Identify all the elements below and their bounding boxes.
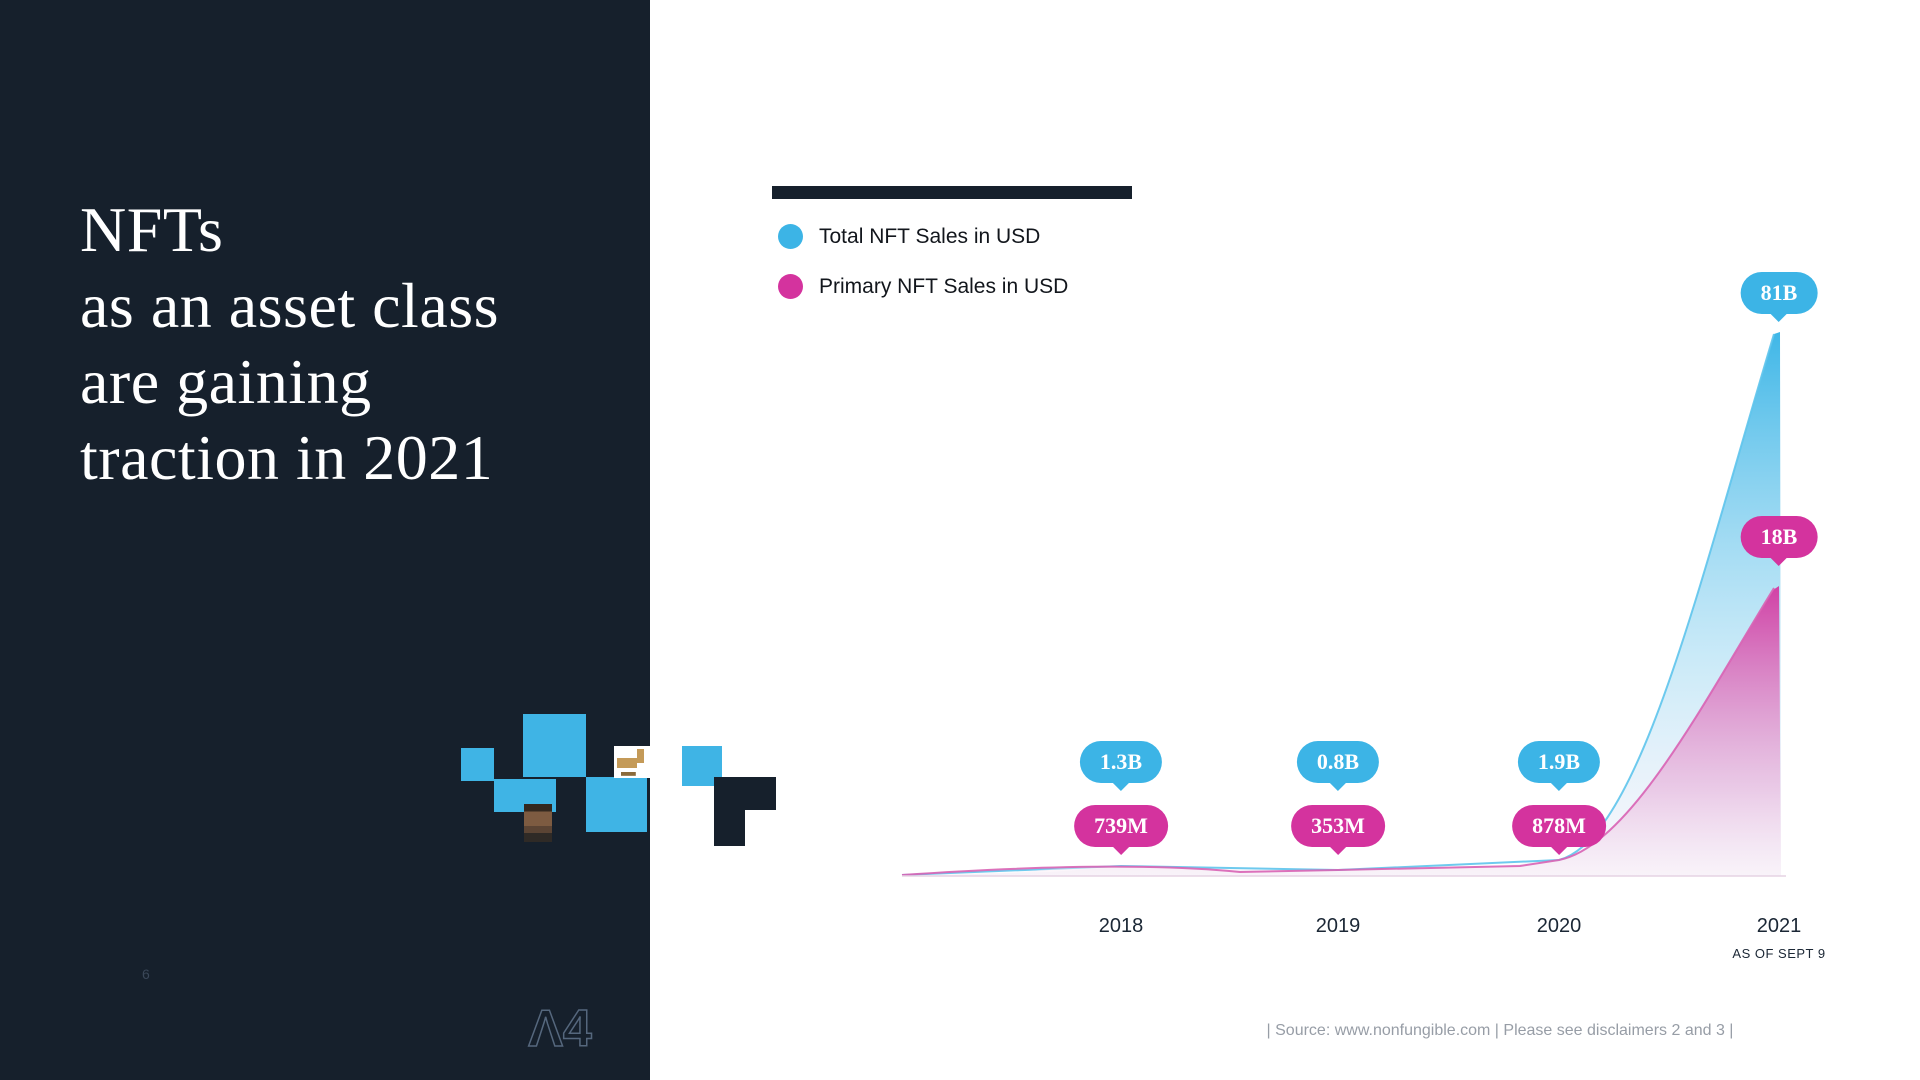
value-pill-label: 1.9B [1537,749,1581,774]
legend-label-primary: Primary NFT Sales in USD [819,274,1069,298]
value-pill-primary-2018: 739M [1074,805,1168,847]
title-line-4: traction in 2021 [80,422,494,493]
legend-item-primary: Primary NFT Sales in USD [778,274,1068,299]
page-title: NFTs as an asset class are gaining tract… [80,192,499,496]
x-axis-note-as-of: AS OF SEPT 9 [1732,946,1826,961]
a4-logo-text: Λ4 [528,1000,592,1058]
value-pill-label: 739M [1094,813,1148,838]
line-total-sales [901,333,1775,876]
title-line-1: NFTs [80,194,224,265]
pixel-square-icon [586,777,647,832]
value-pill-total-2019: 0.8B [1296,741,1380,783]
pixel-art-cluster [455,710,795,860]
pixel-square-dark-icon [714,810,745,846]
pixel-square-icon [461,748,494,781]
x-axis-label-2020: 2020 [1536,915,1582,937]
legend-dot-primary-icon [778,274,803,299]
title-line-2: as an asset class [80,270,500,341]
chart-legend: Total NFT Sales in USD Primary NFT Sales… [778,224,1068,299]
title-line-3: are gaining [80,346,372,417]
sidebar-panel: NFTs as an asset class are gaining tract… [0,0,650,1080]
value-pill-label: 18B [1760,524,1798,549]
value-pill-total-2020: 1.9B [1517,741,1601,783]
value-pill-label: 353M [1311,813,1365,838]
accent-bar [772,186,1132,199]
a4-logo: Λ4 [495,998,625,1065]
x-axis-label-2021: 2021 [1756,915,1802,937]
legend-label-total: Total NFT Sales in USD [819,224,1041,248]
value-pill-label: 81B [1760,280,1798,305]
legend-dot-total-icon [778,224,803,249]
area-total-sales [902,332,1781,876]
a4-logo-graphic: Λ4 [527,999,592,1059]
pixel-ape-art-icon [524,804,552,842]
pixel-square-dark-icon [714,777,776,810]
pixel-square-icon [523,714,586,777]
value-pill-label: 878M [1532,813,1586,838]
value-pill-total-2018: 1.3B [1079,741,1163,783]
value-pill-primary-2021: 18B [1740,516,1818,558]
legend-item-total: Total NFT Sales in USD [778,224,1068,249]
value-pill-total-2021: 81B [1740,272,1818,314]
x-axis-label-2018: 2018 [1098,915,1144,937]
page-number: 6 [142,966,150,982]
value-pill-label: 1.3B [1099,749,1143,774]
value-pill-primary-2019: 353M [1291,805,1385,847]
pixel-horse-art-icon [614,746,651,778]
x-axis-label-2019: 2019 [1315,915,1361,937]
source-disclaimer-text: | Source: www.nonfungible.com | Please s… [1266,1022,1734,1039]
value-pill-label: 0.8B [1316,749,1360,774]
value-pill-primary-2020: 878M [1512,805,1606,847]
